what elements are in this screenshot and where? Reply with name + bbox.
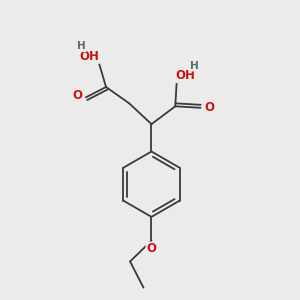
Text: O: O [146,242,157,256]
Text: O: O [72,89,82,102]
Text: OH: OH [176,69,196,82]
Text: H: H [190,61,198,70]
Text: O: O [204,101,214,114]
Text: OH: OH [80,50,100,63]
Text: H: H [77,41,86,51]
